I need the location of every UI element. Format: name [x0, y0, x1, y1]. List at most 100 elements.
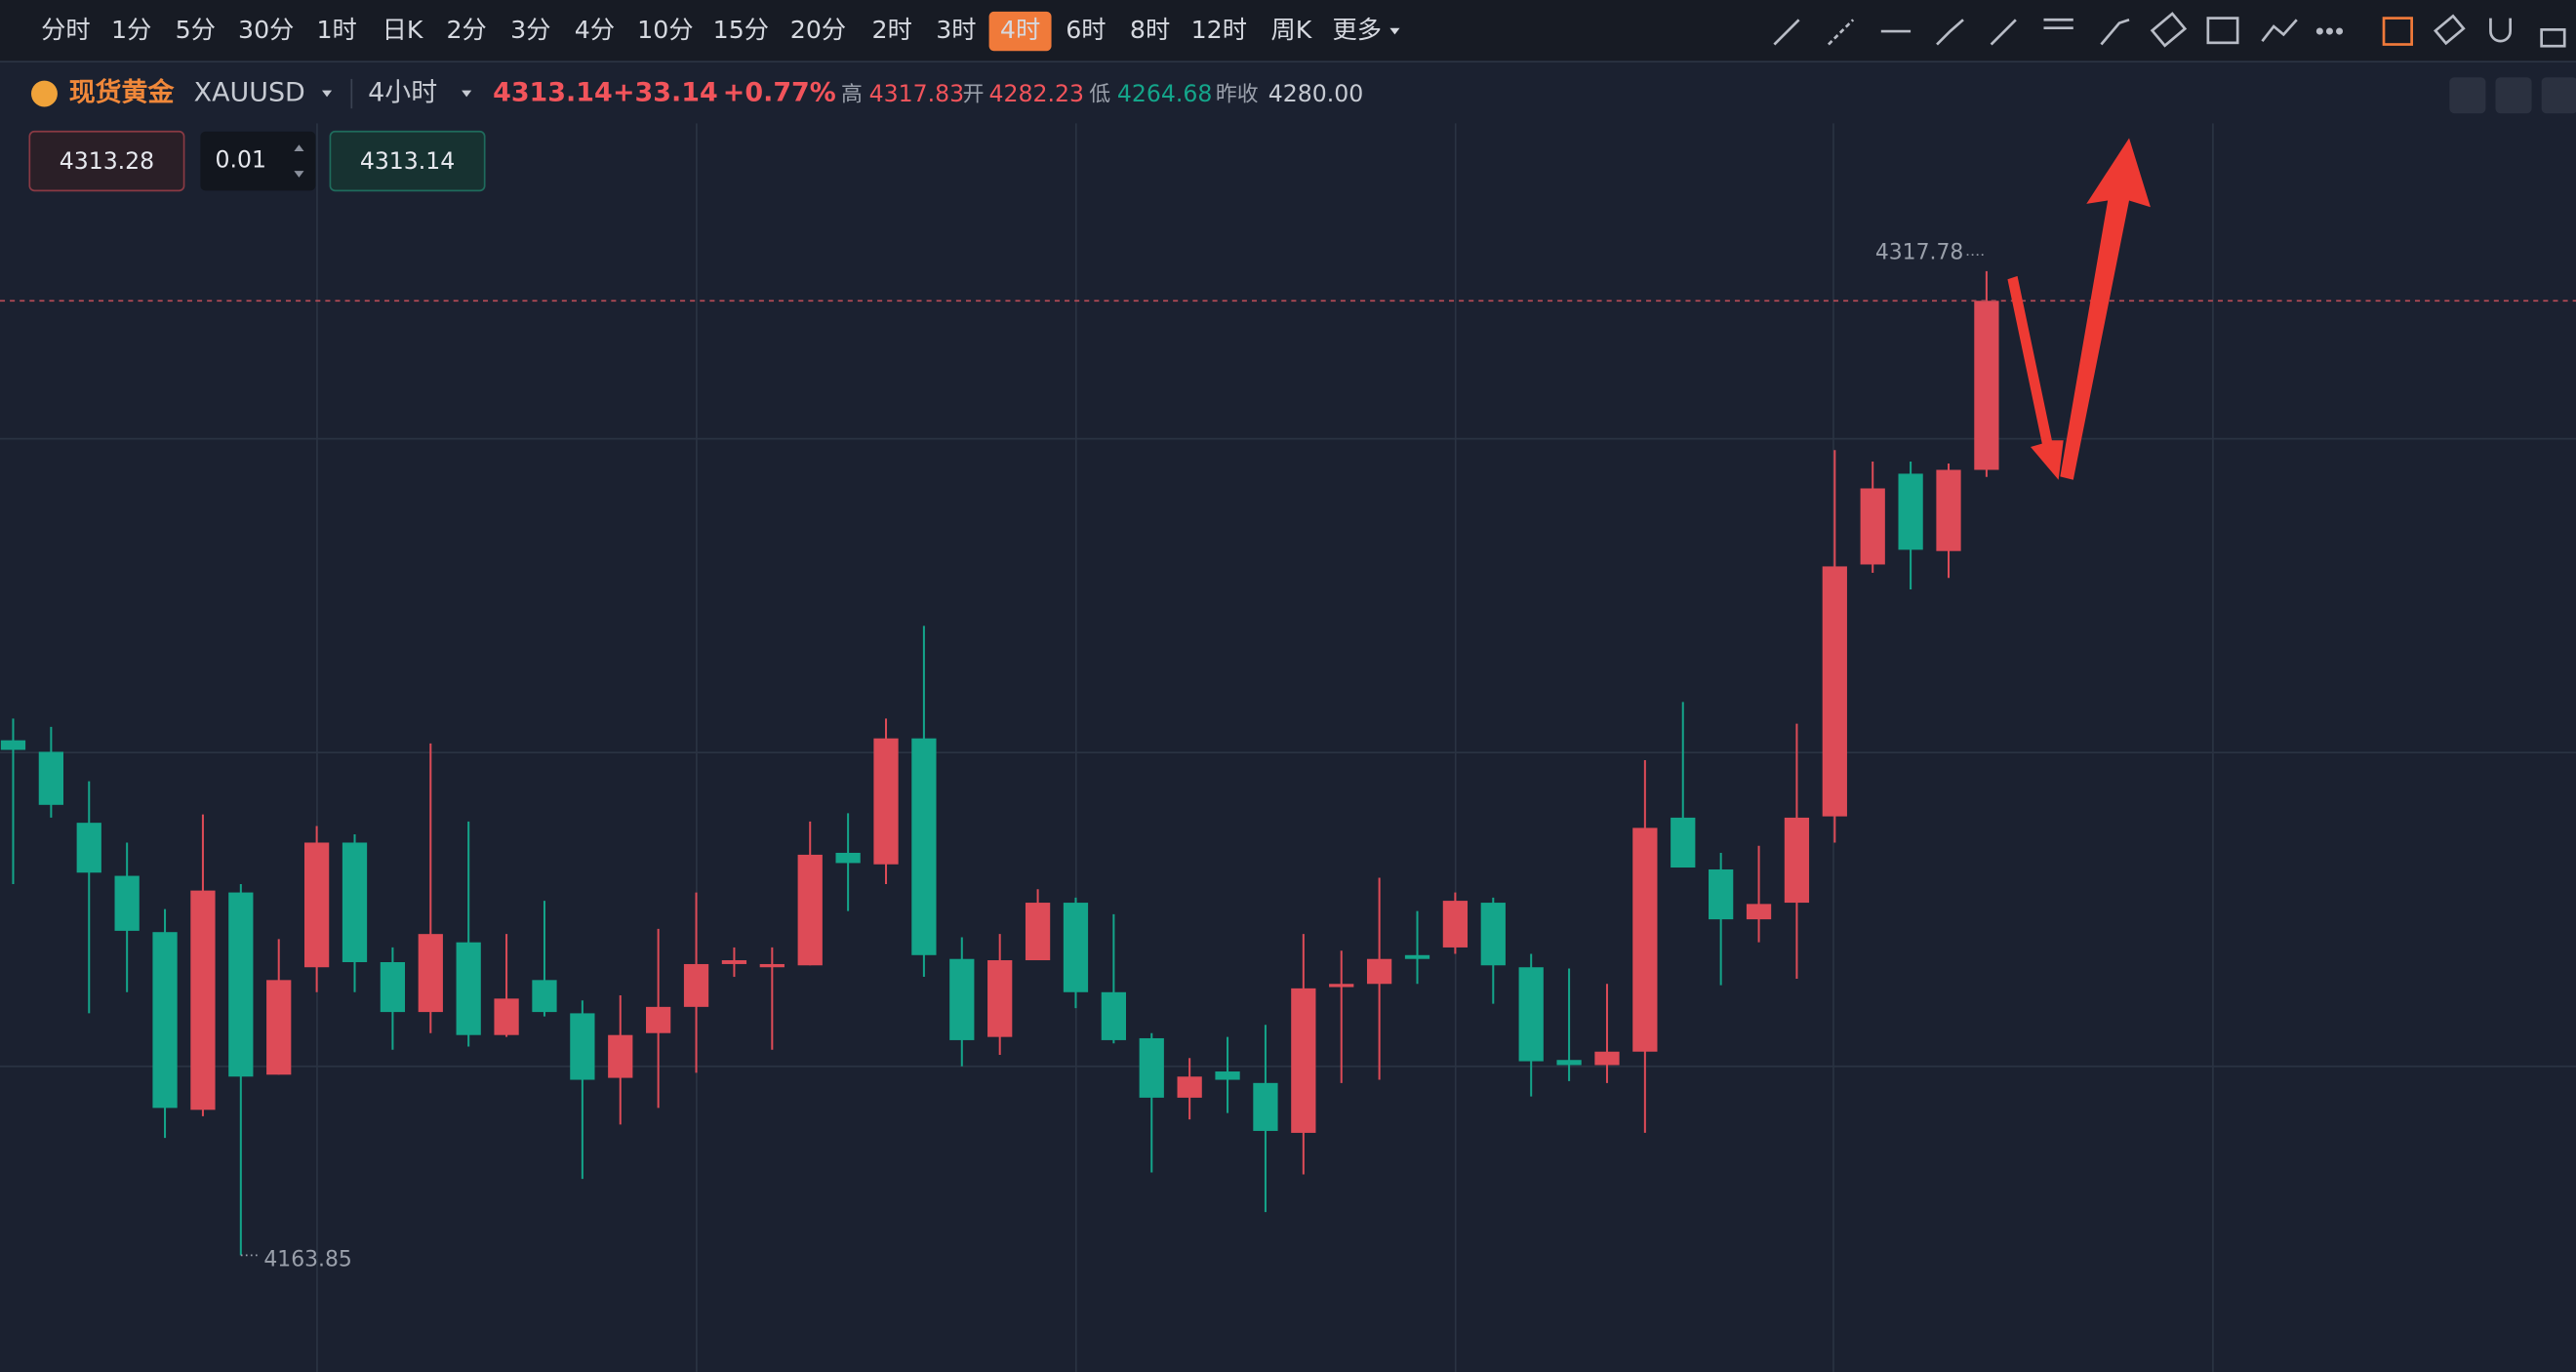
interval-tab[interactable]: 3分 [510, 16, 550, 44]
tool-icon[interactable] [2540, 28, 2566, 48]
candle-body [342, 842, 368, 962]
interval-tab[interactable]: 5分 [176, 16, 216, 44]
icon-button[interactable] [2495, 77, 2532, 114]
candle-body [949, 958, 975, 1040]
stat-value: 4282.23 [989, 80, 1084, 107]
candle-body [1746, 904, 1772, 920]
interval-tab[interactable]: 1分 [111, 16, 151, 44]
period[interactable]: 4小时 [368, 78, 437, 108]
tool-icon[interactable] [2150, 12, 2188, 48]
interval-tab[interactable]: 分时 [41, 16, 90, 44]
buy-button[interactable] [329, 130, 486, 192]
candle-body [721, 960, 747, 964]
tool-icon[interactable] [2206, 17, 2239, 45]
candle-body [1291, 988, 1316, 1133]
candle-body [1480, 903, 1506, 966]
grid [0, 123, 2576, 1372]
candle-body [1860, 488, 1885, 565]
annotation-arrow [2060, 138, 2151, 480]
interval-tab[interactable]: 10分 [637, 16, 693, 44]
stat-label: 昨收 [1216, 83, 1259, 107]
candle-body [114, 875, 140, 931]
interval-tab[interactable]: 12时 [1191, 16, 1247, 44]
candle-body [1253, 1082, 1278, 1131]
candle-body [266, 980, 292, 1075]
interval-tab[interactable]: 周K [1270, 16, 1312, 44]
tool-icon[interactable] [1827, 19, 1855, 46]
candle-body [1822, 566, 1847, 817]
icon-button[interactable] [2541, 77, 2576, 114]
tool-icon[interactable] [1990, 19, 2017, 46]
candle-body [303, 842, 330, 968]
candle-body [1898, 473, 1923, 550]
sell-button[interactable] [28, 130, 185, 192]
candle-body [1784, 817, 1810, 904]
interval-tab[interactable]: 15分 [713, 16, 769, 44]
interval-tab[interactable]: 20分 [790, 16, 846, 44]
candle-body [0, 740, 26, 750]
tool-icon[interactable] [2382, 17, 2413, 46]
interval-tab[interactable]: 日K [382, 16, 424, 44]
dropdown-caret [462, 90, 472, 98]
candle-body [1101, 991, 1126, 1040]
tool-icon[interactable] [1936, 19, 1964, 46]
tool-icon[interactable] [2489, 18, 2512, 43]
candle-body [683, 963, 709, 1007]
interval-tab[interactable]: 30分 [238, 16, 294, 44]
candle-body [1974, 301, 1999, 470]
symbol-code[interactable]: XAUUSD [194, 78, 305, 108]
candle-body [38, 751, 63, 805]
dropdown-caret [322, 90, 333, 98]
symbol-name[interactable]: 现货黄金 [69, 77, 176, 108]
change-pct: +0.77% [723, 78, 836, 108]
tool-icon[interactable] [1773, 19, 1800, 46]
candle-body [1177, 1076, 1202, 1098]
dropdown-caret [1389, 27, 1400, 35]
interval-tab[interactable]: 4时 [1000, 16, 1040, 44]
interval-tab[interactable]: 1时 [316, 16, 356, 44]
tool-icon[interactable] [2100, 18, 2130, 46]
stat-value: 4317.83 [869, 80, 964, 107]
interval-tab[interactable]: 8时 [1130, 16, 1170, 44]
header-icons[interactable] [2449, 77, 2576, 114]
interval-tab[interactable]: 3时 [936, 16, 976, 44]
interval-tab[interactable]: 2分 [446, 16, 486, 44]
stat-label: 高 [841, 83, 863, 107]
candle-body [835, 852, 861, 864]
icon-button[interactable] [2449, 77, 2486, 114]
interval-tab[interactable]: 4分 [575, 16, 615, 44]
interval-tab[interactable]: 6时 [1066, 16, 1106, 44]
stat-label: 开 [963, 83, 985, 107]
sell-price[interactable]: 4313.28 [60, 147, 154, 175]
candle-body [1404, 954, 1430, 959]
interval-tab[interactable]: 更多 [1332, 16, 1382, 44]
buy-price[interactable]: 4313.14 [360, 147, 455, 175]
stat-value: 4264.68 [1117, 80, 1212, 107]
candle-body [456, 942, 481, 1035]
candle-body [380, 961, 406, 1013]
candle-body [76, 823, 101, 873]
tool-icon[interactable] [2434, 14, 2466, 46]
candle-body [494, 998, 519, 1035]
tool-icon[interactable] [2325, 27, 2333, 35]
lots-value[interactable]: 0.01 [216, 146, 266, 174]
drawing-tools[interactable] [1773, 12, 2566, 48]
low-marker: 4163.85 [263, 1247, 351, 1271]
price: 4313.14 [493, 78, 613, 108]
annotation-arrow [2007, 275, 2064, 480]
stat-label: 低 [1089, 83, 1110, 107]
interval-tab[interactable]: 2时 [872, 16, 912, 44]
candle-body [418, 934, 443, 1013]
tool-icon[interactable] [2315, 27, 2323, 35]
tool-icon[interactable] [2261, 19, 2298, 42]
lots-input[interactable] [200, 131, 316, 191]
change: +33.14 [613, 78, 718, 108]
candle-body [646, 1006, 671, 1033]
tool-icon[interactable] [2336, 27, 2344, 35]
candle-body [911, 738, 937, 955]
candle-body [1025, 903, 1051, 961]
candle-body [152, 932, 178, 1109]
interval-selected[interactable] [988, 11, 1052, 52]
candle-body [1215, 1071, 1240, 1080]
